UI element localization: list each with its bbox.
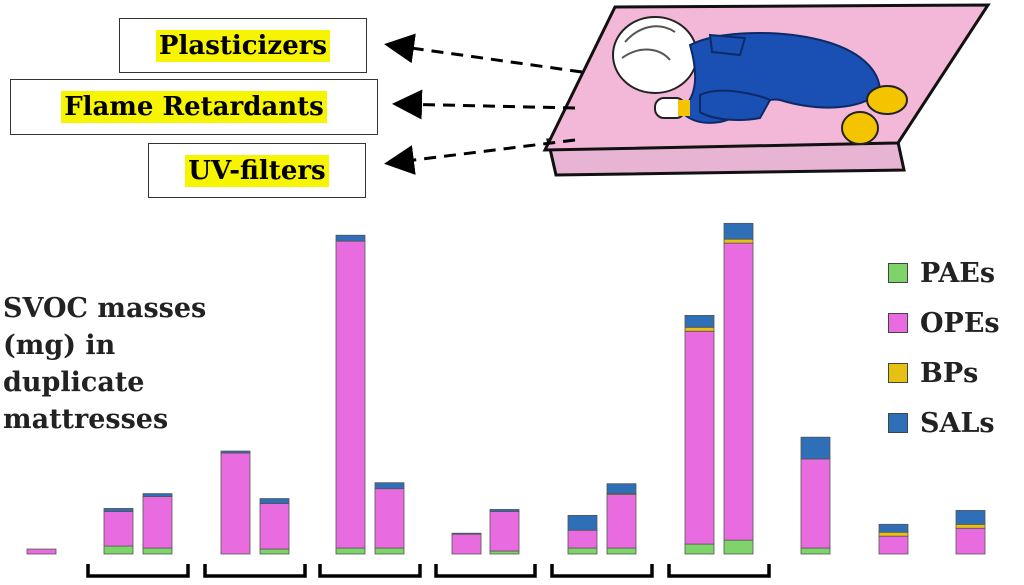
bar-15-opes	[878, 535, 909, 555]
legend-label-paes: PAEs	[920, 257, 996, 289]
uv-filters-label: UV-filters	[185, 154, 329, 187]
bar-10-paes	[567, 547, 598, 555]
bar-4-opes	[220, 452, 251, 555]
pair-bracket-3	[318, 564, 422, 578]
bar-10-opes	[567, 529, 598, 549]
flame-retardants-box: Flame Retardants	[10, 79, 378, 135]
bar-14-paes	[800, 547, 831, 555]
pair-bracket-4	[434, 564, 537, 578]
mattress-illustration	[542, 3, 991, 177]
bar-15-bps	[878, 531, 909, 537]
baby-icon	[612, 16, 908, 145]
bar-13-opes	[723, 242, 754, 541]
bar-8-sals	[451, 532, 482, 535]
legend-item-sals: SALs	[888, 398, 1000, 448]
bar-7-sals	[374, 482, 405, 490]
bar-10-sals	[567, 514, 598, 531]
bar-2-paes	[103, 545, 134, 555]
pair-bracket-5	[550, 564, 654, 578]
bar-2-opes	[103, 511, 134, 547]
bar-11-sals	[606, 483, 637, 495]
bar-13-sals	[723, 222, 754, 240]
pair-bracket-2	[203, 564, 307, 578]
bar-12-opes	[684, 330, 715, 545]
bar-6-sals	[335, 234, 366, 242]
bar-14-opes	[800, 458, 831, 549]
pair-bracket-6	[667, 564, 771, 578]
legend-item-bps: BPs	[888, 348, 1000, 398]
plasticizers-label: Plasticizers	[155, 29, 331, 62]
legend-label-opes: OPEs	[920, 307, 1000, 339]
bar-9-sals	[489, 509, 520, 512]
bar-16-bps	[955, 523, 986, 529]
legend: PAEs OPEs BPs SALs	[888, 248, 1000, 448]
bar-4-sals	[220, 450, 251, 454]
brackets-group	[86, 564, 771, 578]
bars-group	[26, 222, 986, 555]
bar-12-bps	[684, 326, 715, 332]
y-axis-label: SVOC masses (mg) in duplicate mattresses	[3, 293, 207, 435]
legend-swatch-sals	[888, 413, 908, 433]
legend-swatch-bps	[888, 363, 908, 383]
arrow-flame-retardants	[392, 89, 576, 120]
bar-11-opes	[606, 494, 637, 549]
flame-retardants-label: Flame Retardants	[61, 91, 327, 123]
bar-12-sals	[684, 315, 715, 328]
bar-5-paes	[259, 548, 290, 555]
bar-3-paes	[142, 547, 173, 555]
legend-label-sals: SALs	[920, 407, 995, 439]
legend-swatch-paes	[888, 263, 908, 283]
bar-13-bps	[723, 238, 754, 244]
bar-5-opes	[259, 503, 290, 550]
bar-3-sals	[142, 493, 173, 497]
bar-14-sals	[800, 436, 831, 460]
bar-1-opes	[26, 548, 57, 555]
pair-bracket-1	[86, 564, 190, 578]
arrow-plasticizers	[384, 33, 583, 74]
bar-9-opes	[489, 511, 520, 552]
bar-6-opes	[335, 240, 366, 549]
legend-label-bps: BPs	[920, 357, 979, 389]
bar-13-paes	[723, 539, 754, 555]
bar-16-opes	[955, 527, 986, 555]
legend-item-opes: OPEs	[888, 298, 1000, 348]
bar-7-paes	[374, 547, 405, 555]
bar-11-paes	[606, 547, 637, 555]
bar-2-sals	[103, 508, 134, 512]
legend-swatch-opes	[888, 313, 908, 333]
bar-9-paes	[489, 550, 520, 555]
bar-3-opes	[142, 496, 173, 549]
bar-5-sals	[259, 498, 290, 504]
arrow-uv-filters	[384, 138, 576, 175]
bar-12-paes	[684, 543, 715, 555]
bar-7-opes	[374, 488, 405, 549]
bar-8-opes	[451, 533, 482, 555]
bar-16-sals	[955, 510, 986, 525]
legend-item-paes: PAEs	[888, 248, 1000, 298]
bar-15-sals	[878, 523, 909, 533]
plasticizers-box: Plasticizers	[119, 18, 367, 73]
uv-filters-box: UV-filters	[148, 143, 366, 198]
bar-6-paes	[335, 547, 366, 555]
